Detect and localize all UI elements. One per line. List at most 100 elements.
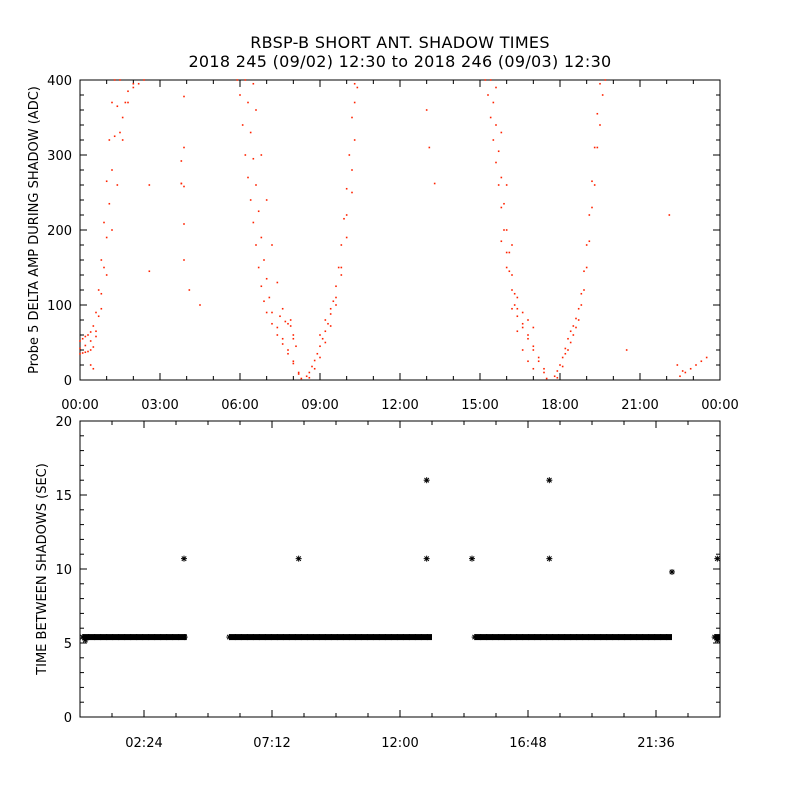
data-point bbox=[252, 221, 255, 224]
asterisk-marker bbox=[328, 634, 335, 641]
data-point bbox=[495, 161, 497, 164]
data-point bbox=[516, 315, 519, 318]
asterisk-marker bbox=[555, 634, 562, 641]
data-point bbox=[335, 285, 337, 288]
asterisk-marker bbox=[546, 555, 553, 562]
asterisk-marker bbox=[181, 555, 187, 562]
data-point bbox=[180, 160, 183, 162]
data-point bbox=[593, 184, 596, 186]
data-point bbox=[183, 95, 185, 98]
data-point bbox=[127, 101, 129, 104]
asterisk-stroke bbox=[532, 634, 538, 640]
asterisk-marker bbox=[546, 477, 553, 484]
data-point bbox=[484, 79, 487, 81]
data-point bbox=[340, 274, 343, 276]
data-point bbox=[335, 304, 337, 306]
data-point bbox=[599, 124, 601, 126]
data-point bbox=[287, 322, 289, 325]
data-point bbox=[527, 360, 529, 363]
asterisk-stroke bbox=[538, 634, 544, 640]
asterisk-marker bbox=[109, 634, 116, 641]
x-tick-label: 12:00 bbox=[381, 398, 418, 413]
dense-marker-band bbox=[226, 634, 432, 641]
asterisk-marker bbox=[316, 634, 323, 641]
asterisk-marker bbox=[483, 634, 490, 641]
asterisk-stroke bbox=[514, 634, 520, 640]
asterisk-stroke bbox=[714, 637, 720, 643]
x-tick-label: 21:36 bbox=[637, 736, 674, 751]
asterisk-marker bbox=[663, 634, 670, 641]
data-point bbox=[511, 289, 513, 291]
data-point bbox=[287, 352, 289, 355]
data-point bbox=[87, 350, 89, 353]
data-point bbox=[81, 352, 84, 354]
asterisk-stroke bbox=[182, 634, 188, 640]
data-point bbox=[295, 345, 297, 348]
asterisk-stroke bbox=[181, 556, 187, 562]
data-point bbox=[257, 210, 260, 213]
data-point bbox=[148, 184, 151, 186]
asterisk-marker bbox=[304, 634, 311, 641]
asterisk-marker bbox=[489, 634, 496, 641]
asterisk-marker bbox=[358, 634, 365, 641]
asterisk-marker bbox=[531, 634, 538, 641]
data-point bbox=[255, 184, 257, 186]
data-point bbox=[183, 259, 185, 261]
data-point bbox=[95, 335, 97, 338]
asterisk-stroke bbox=[502, 634, 508, 640]
data-point bbox=[527, 334, 529, 336]
data-point bbox=[89, 349, 92, 351]
asterisk-stroke bbox=[669, 569, 675, 575]
data-point bbox=[97, 289, 100, 291]
data-point bbox=[199, 304, 201, 306]
asterisk-stroke bbox=[634, 634, 640, 640]
asterisk-stroke bbox=[358, 634, 364, 640]
asterisk-marker bbox=[226, 634, 233, 641]
data-point bbox=[583, 289, 585, 291]
asterisk-marker bbox=[579, 634, 586, 641]
data-point bbox=[572, 325, 575, 327]
data-point bbox=[532, 326, 535, 329]
data-point bbox=[513, 292, 516, 295]
data-point bbox=[580, 292, 583, 295]
data-point bbox=[345, 187, 348, 190]
data-point bbox=[516, 296, 519, 299]
asterisk-marker bbox=[238, 634, 245, 641]
asterisk-marker bbox=[585, 634, 592, 641]
data-point bbox=[580, 304, 583, 306]
data-point bbox=[596, 112, 599, 115]
data-point bbox=[516, 307, 519, 310]
y-axis-label: Probe 5 DELTA AMP DURING SHADOW (ADC) bbox=[27, 86, 42, 374]
asterisk-stroke bbox=[334, 634, 340, 640]
data-point bbox=[249, 131, 252, 134]
asterisk-stroke bbox=[146, 634, 152, 640]
asterisk-stroke bbox=[280, 634, 286, 640]
data-point bbox=[271, 244, 273, 246]
data-point bbox=[132, 86, 135, 89]
data-point bbox=[521, 326, 524, 329]
data-point bbox=[521, 322, 524, 325]
data-point bbox=[313, 359, 316, 362]
asterisk-stroke bbox=[250, 634, 256, 640]
y-tick-label: 10 bbox=[55, 563, 72, 578]
data-point bbox=[532, 345, 535, 348]
data-point bbox=[100, 307, 103, 310]
data-point bbox=[297, 371, 300, 374]
data-point bbox=[559, 364, 561, 366]
data-point bbox=[521, 349, 524, 351]
data-point bbox=[116, 184, 119, 186]
data-point bbox=[676, 364, 679, 366]
data-point bbox=[121, 139, 124, 141]
asterisk-stroke bbox=[340, 634, 346, 640]
x-tick-label: 21:00 bbox=[621, 398, 658, 413]
x-tick-label: 02:24 bbox=[125, 736, 162, 751]
data-point bbox=[260, 154, 263, 156]
data-point bbox=[287, 349, 289, 351]
data-point bbox=[127, 90, 129, 93]
data-point bbox=[89, 331, 92, 333]
asterisk-marker bbox=[537, 634, 544, 641]
data-point bbox=[92, 346, 95, 348]
data-point bbox=[353, 82, 356, 85]
data-point bbox=[257, 266, 260, 269]
